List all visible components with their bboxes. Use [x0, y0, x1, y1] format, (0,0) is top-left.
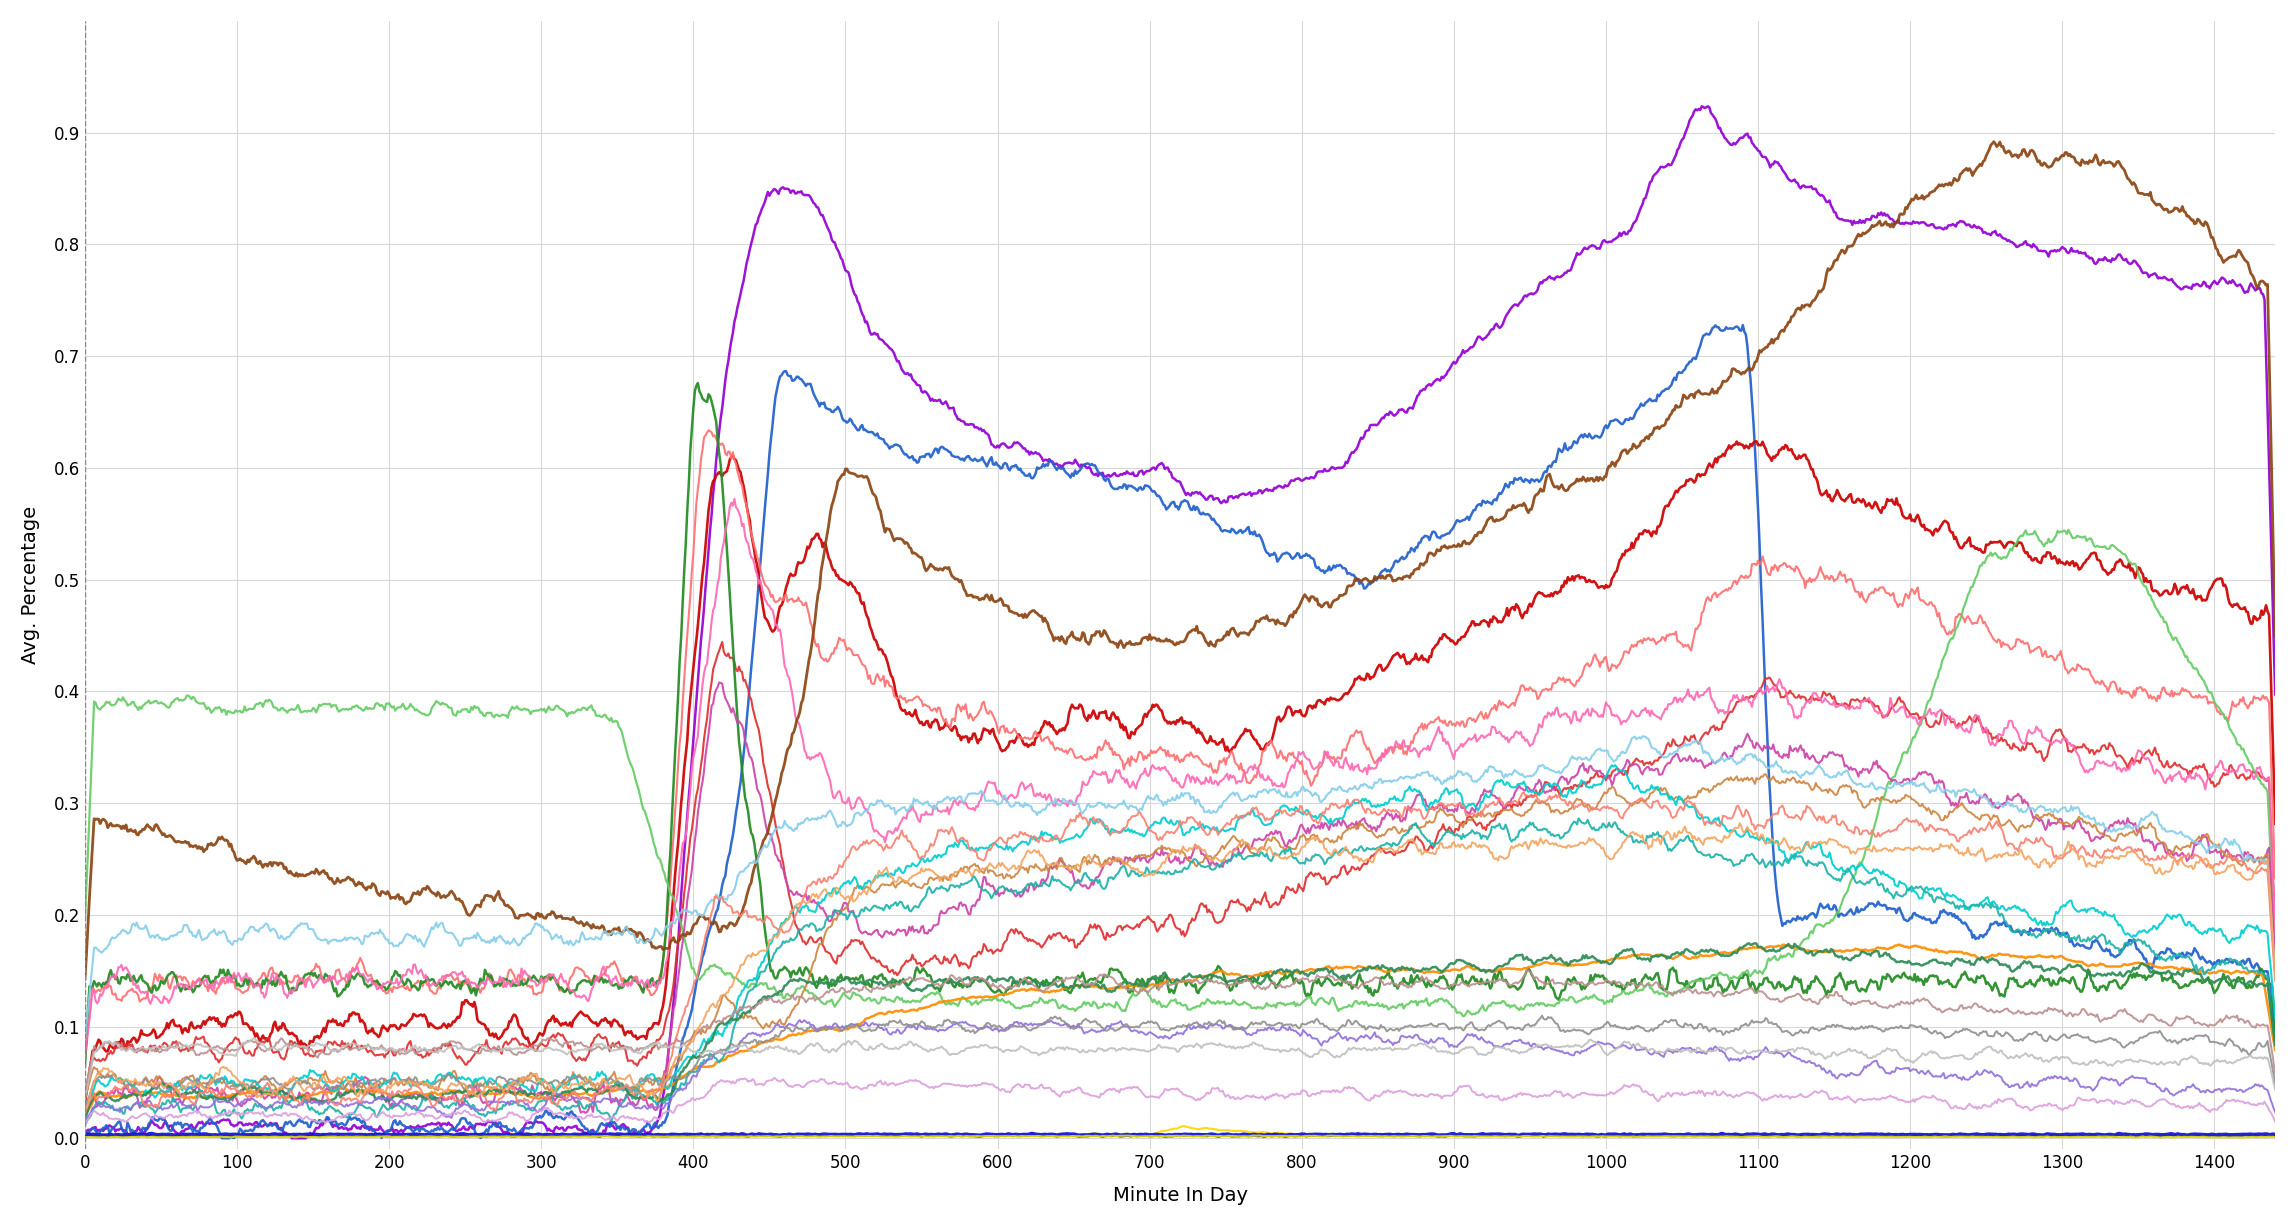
X-axis label: Minute In Day: Minute In Day	[1114, 1187, 1247, 1205]
Y-axis label: Avg. Percentage: Avg. Percentage	[21, 506, 39, 664]
